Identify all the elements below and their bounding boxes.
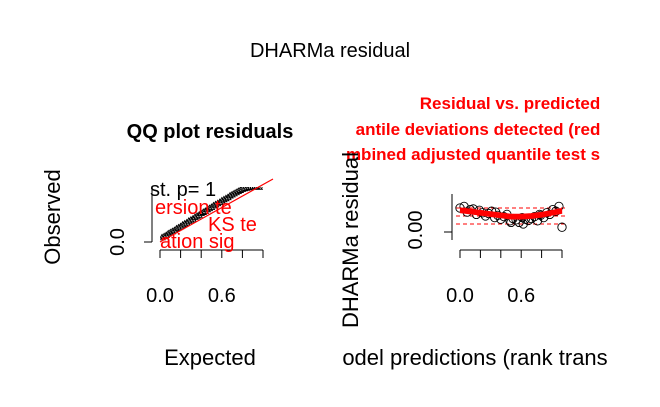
rv-quantile-curve-2 [459,209,563,220]
rv-title-line-2: antile deviations detected (red [356,120,601,139]
qq-y-axis-label: Observed [40,169,65,264]
qq-points [160,187,263,241]
qq-annotation-significance: ation sig [160,231,235,253]
qq-axis-ticks: 0.0 0.6 0.0 [107,187,264,307]
qq-x-tick-label-1: 0.6 [208,285,236,307]
qq-x-axis-label: Expected [164,345,256,370]
qq-annotation-ks: KS te [208,214,257,236]
qq-test-annotations: st. p= 1 ersion te KS te ation sig [150,179,257,253]
qq-reference-line [159,178,274,243]
qq-annotation-dispersion: ersion te [155,197,232,219]
rv-x-tick-label-0: 0.0 [446,285,474,307]
qq-point [257,187,263,190]
rv-x-tick-label-1: 0.6 [507,285,535,307]
qq-plot-panel: QQ plot residuals Observed Expected 0.0 0… [40,121,293,370]
qq-y-tick-label-0: 0.0 [107,228,129,256]
qq-point [244,187,253,191]
rv-axis-ticks: 0.0 0.6 0.00 [405,194,563,307]
rv-title-line-3: mbined adjusted quantile test s [346,145,600,164]
rv-point [518,219,528,229]
rv-x-axis-label: odel predictions (rank trans [342,345,607,370]
rv-title-line-1: Residual vs. predicted [420,94,600,113]
figure-title: DHARMa residual [250,40,410,62]
rv-y-axis-label: DHARMa residual [338,152,363,328]
residual-vs-predicted-panel: Residual vs. predicted antile deviations… [338,94,608,370]
qq-annotation-uniformity: st. p= 1 [150,179,216,201]
qq-x-tick-label-0: 0.0 [146,285,174,307]
rv-y-tick-label-0: 0.00 [405,211,427,250]
rv-quantile-curves [459,207,563,220]
rv-point [557,222,567,232]
qq-plot-title: QQ plot residuals [127,121,294,143]
